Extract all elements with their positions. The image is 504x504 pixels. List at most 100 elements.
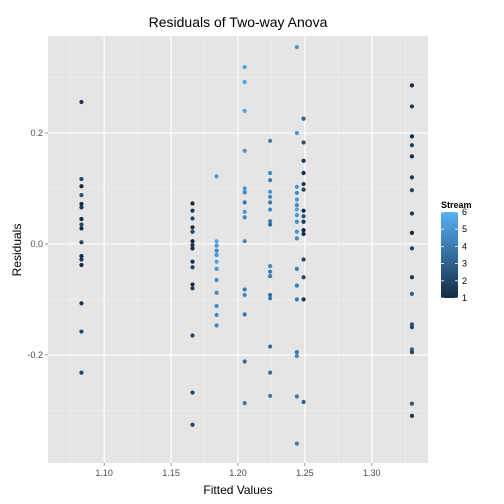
data-point (294, 394, 299, 399)
data-point (301, 170, 306, 176)
data-point (301, 158, 306, 163)
data-point (301, 187, 306, 192)
y-axis-ticks: -0.2 0.0 0.2 (27, 128, 48, 360)
data-point (242, 401, 247, 406)
data-point (294, 297, 299, 302)
data-point (79, 216, 84, 222)
data-point (409, 291, 415, 296)
legend-label: 3 (462, 259, 467, 269)
data-point (242, 215, 247, 220)
data-point (409, 134, 415, 139)
data-point (214, 259, 219, 264)
legend-label: 6 (462, 207, 467, 217)
data-point (214, 303, 219, 309)
data-point (190, 422, 195, 427)
data-point (242, 287, 247, 292)
data-point (190, 242, 195, 248)
data-point (409, 175, 415, 180)
data-point (190, 216, 195, 221)
data-point (301, 257, 306, 262)
data-point (268, 178, 273, 183)
legend-label: 4 (462, 241, 467, 251)
legend-ticks: 6 5 4 3 2 1 (441, 207, 467, 303)
data-point (409, 143, 415, 148)
data-point (214, 290, 219, 295)
data-point (268, 200, 273, 205)
data-point (79, 201, 84, 207)
data-point (268, 207, 273, 212)
data-point (294, 236, 299, 241)
data-point (268, 370, 273, 375)
data-point (242, 239, 247, 244)
data-point (242, 200, 247, 205)
data-point (79, 176, 84, 182)
data-point (294, 441, 299, 446)
data-point (409, 413, 415, 418)
data-point (79, 257, 84, 262)
data-point (301, 214, 306, 219)
data-point (294, 207, 299, 212)
data-point (301, 116, 306, 121)
data-point (214, 266, 219, 272)
x-tick-label: 1.30 (363, 468, 381, 478)
data-point (409, 104, 415, 109)
data-point (268, 274, 273, 279)
data-point (301, 219, 306, 224)
data-point (409, 230, 415, 235)
data-point (190, 333, 195, 338)
y-tick-label: 0.2 (30, 128, 43, 138)
data-point (79, 184, 84, 189)
data-point (409, 211, 415, 216)
data-point (242, 186, 247, 191)
data-point (79, 222, 84, 227)
data-point (294, 130, 299, 136)
x-axis-title: Fitted Values (203, 483, 272, 497)
data-point (190, 390, 195, 395)
data-point (190, 265, 195, 270)
data-point (190, 286, 195, 291)
data-point (294, 353, 299, 359)
data-point (268, 222, 273, 227)
x-tick-label: 1.25 (296, 468, 314, 478)
data-point (268, 219, 273, 224)
data-point (268, 189, 273, 194)
data-point (242, 209, 247, 214)
data-point (214, 239, 219, 244)
data-point (268, 393, 273, 398)
data-point (190, 259, 195, 264)
chart-title: Residuals of Two-way Anova (149, 14, 328, 30)
data-point (214, 248, 219, 253)
data-points (79, 44, 415, 446)
data-point (242, 108, 247, 113)
data-point (190, 208, 195, 213)
data-point (190, 201, 195, 206)
y-axis-title: Residuals (10, 224, 24, 277)
legend: Stream 6 5 4 3 2 1 (441, 200, 472, 303)
data-point (214, 252, 219, 258)
data-point (190, 239, 195, 244)
data-point (79, 254, 84, 259)
data-point (294, 266, 299, 272)
data-point (268, 264, 273, 269)
data-point (242, 148, 247, 153)
data-point (409, 349, 415, 355)
data-point (409, 325, 415, 330)
data-point (79, 205, 84, 210)
data-point (294, 44, 299, 50)
data-point (301, 297, 306, 302)
grid-lines (48, 36, 428, 463)
data-point (79, 301, 84, 306)
data-point (79, 240, 84, 245)
legend-label: 2 (462, 276, 467, 286)
data-point (190, 282, 195, 287)
data-point (301, 231, 306, 237)
data-point (242, 79, 247, 85)
data-point (294, 197, 299, 202)
legend-title: Stream (441, 200, 472, 210)
data-point (301, 227, 306, 233)
data-point (294, 213, 299, 218)
data-point (268, 269, 273, 274)
data-point (190, 246, 195, 251)
data-point (79, 370, 84, 375)
